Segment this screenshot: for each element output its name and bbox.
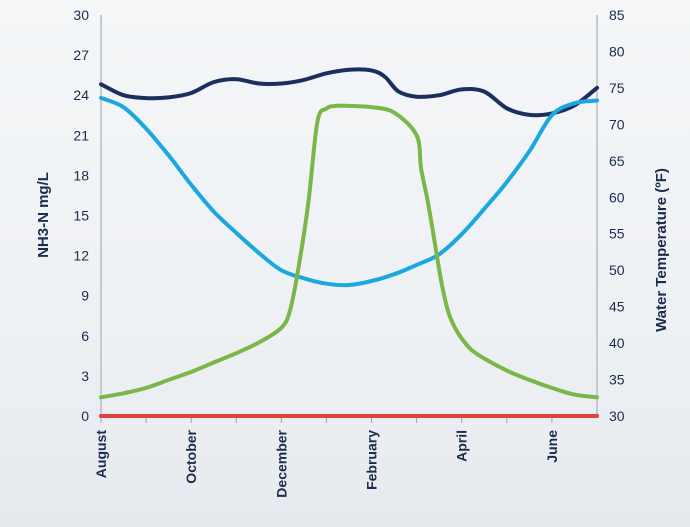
left-tick-label: 30: [73, 7, 89, 23]
right-tick-label: 85: [609, 7, 625, 23]
x-tick-label: April: [454, 430, 470, 462]
left-tick-label: 24: [73, 87, 89, 103]
left-tick-label: 9: [81, 288, 89, 304]
left-tick-label: 12: [73, 248, 89, 264]
left-tick-labels: 0 3 6 9 12 15 18 21 24 27 30: [73, 7, 89, 424]
right-tick-labels: 30 35 40 45 50 55 60 65 70 75 80 85: [609, 7, 625, 424]
left-tick-label: 21: [73, 127, 89, 143]
right-tick-label: 45: [609, 299, 625, 315]
left-axis-title: NH3-N mg/L: [35, 172, 52, 258]
water-temperature-line: [99, 67, 599, 118]
x-tick-label: December: [273, 429, 289, 497]
blue-nh3-line: [99, 95, 599, 288]
left-tick-label: 18: [73, 167, 89, 183]
green-nh3-line: [99, 103, 599, 400]
left-tick-label: 0: [81, 408, 89, 424]
left-tick-label: 3: [81, 368, 89, 384]
left-tick-label: 27: [73, 47, 89, 63]
x-tick-label: August: [93, 430, 109, 479]
right-tick-label: 55: [609, 226, 625, 242]
right-tick-label: 65: [609, 153, 625, 169]
right-axis-title: Water Temperature (ºF): [653, 168, 670, 332]
right-tick-label: 40: [609, 335, 625, 351]
left-tick-label: 6: [81, 328, 89, 344]
x-tick-label: February: [364, 430, 380, 490]
x-tick-label: June: [544, 430, 560, 463]
left-tick-label: 15: [73, 208, 89, 224]
x-tick-label: October: [183, 429, 199, 483]
right-tick-label: 60: [609, 189, 625, 205]
axes: [100, 15, 598, 417]
right-tick-label: 75: [609, 80, 625, 96]
right-tick-label: 35: [609, 372, 625, 388]
series-lines: [99, 67, 599, 418]
right-tick-label: 80: [609, 43, 625, 59]
right-tick-label: 30: [609, 408, 625, 424]
x-tick-labels: August October December February April June: [93, 429, 560, 497]
right-tick-label: 50: [609, 262, 625, 278]
right-tick-label: 70: [609, 116, 625, 132]
